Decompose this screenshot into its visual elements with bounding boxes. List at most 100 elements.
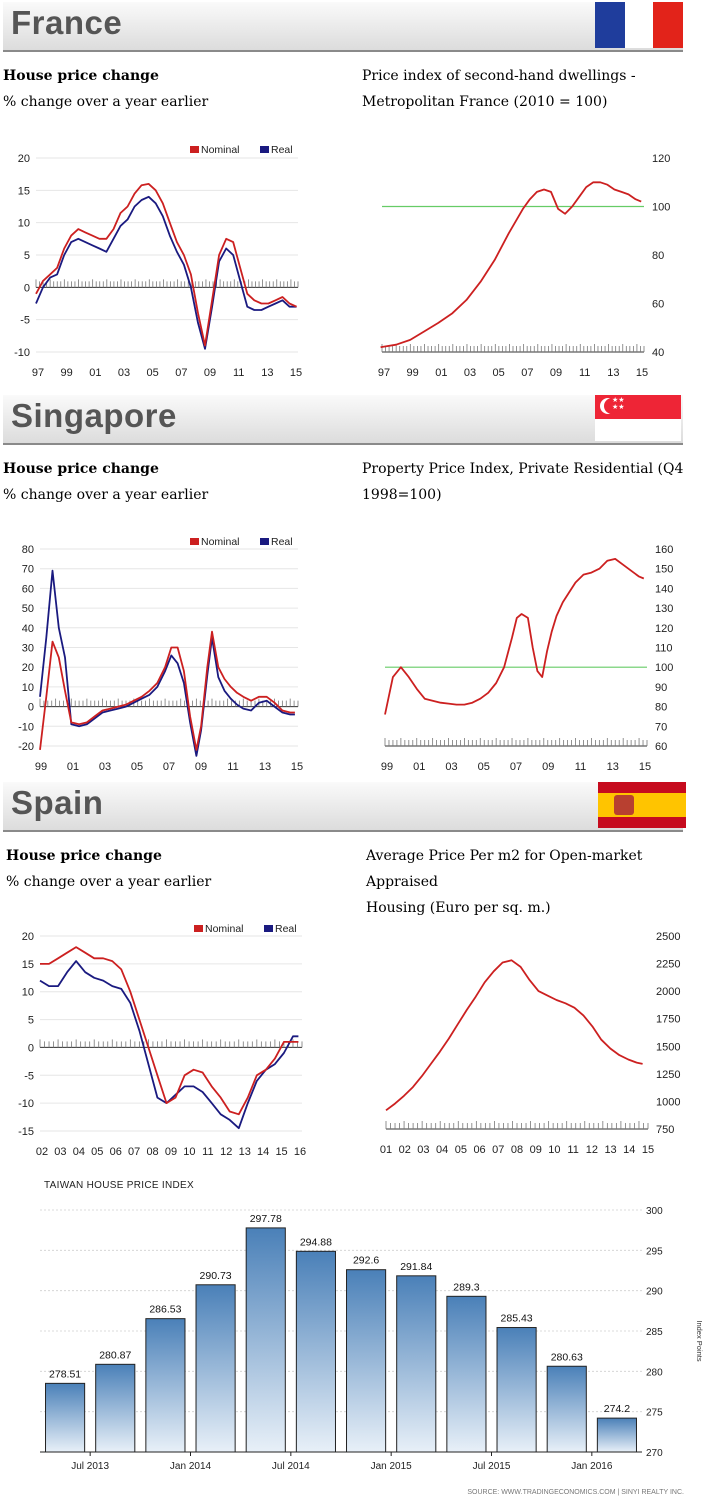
caption-line: Housing (Euro per sq. m.) [366,900,551,916]
x-tick-label: 11 [233,367,244,379]
y-tick-label: -5 [20,315,30,327]
x-tick-label: 10 [183,1146,195,1158]
x-tick-label: 05 [91,1146,103,1158]
bar [145,1318,186,1453]
y-tick-label: 750 [656,1124,674,1136]
y-tick-label: 5 [28,1015,34,1027]
x-tick-label: 10 [548,1144,560,1156]
x-tick-label: 07 [128,1146,140,1158]
x-tick-label: 08 [146,1146,158,1158]
y-tick-label: 2250 [656,959,680,971]
y-tick-label: 1500 [656,1041,680,1053]
bar-value-label: 280.63 [551,1351,583,1363]
bar-value-label: 290.73 [200,1270,232,1282]
x-tick-label: 13 [261,367,273,379]
x-tick-label: 08 [511,1144,523,1156]
x-tick-label: 14 [623,1144,635,1156]
x-tick-label: 09 [542,761,554,773]
x-tick-label: 97 [378,367,390,379]
x-tick-label: 99 [35,761,47,773]
x-tick-label: 04 [436,1144,448,1156]
crescent-cut [604,398,620,414]
legend-swatch [260,146,269,153]
x-tick-label: 16 [294,1146,306,1158]
y-tick-label: 0 [28,702,34,714]
y-tick-label: 90 [655,682,667,694]
x-tick-label: 03 [118,367,130,379]
coat-of-arms-icon [614,795,634,815]
y-tick-label: 1750 [656,1014,680,1026]
flag-stripe [598,817,686,828]
legend-label: Nominal [201,144,240,156]
x-tick-label: Jan 2016 [571,1461,613,1472]
real-series-line [39,960,299,1130]
x-tick-label: 01 [89,367,101,379]
x-tick-label: 09 [204,367,216,379]
bar-value-label: 278.51 [49,1368,81,1380]
bar [295,1250,336,1453]
real-series-line [35,195,297,350]
y-tick-label: 40 [22,623,34,635]
spain-banner: Spain [3,782,686,832]
bar [496,1327,537,1453]
y-tick-label: 10 [18,218,30,230]
caption-title: House price change [6,848,162,864]
y-tick-label: 50 [22,603,34,615]
y-tick-label: 290 [646,1287,663,1298]
bar-value-label: 285.43 [501,1313,533,1325]
y-tick-label: 60 [22,583,34,595]
flag-stripe [595,2,625,48]
bar [446,1295,487,1453]
y-tick-label: 15 [18,185,30,197]
x-tick-label: 03 [99,761,111,773]
y-tick-label: -10 [14,347,30,359]
x-tick-label: Jul 2013 [71,1461,109,1472]
x-tick-label: 03 [54,1146,66,1158]
x-tick-label: 07 [175,367,187,379]
legend-swatch [264,925,273,932]
x-tick-label: Jul 2015 [473,1461,511,1472]
x-tick-label: 12 [220,1146,232,1158]
taiwan-bar-chart: 270 275 280 285 290 295 300 278.51 280.87 286.53 2… [40,1206,704,1472]
caption-subtitle: % change over a year earlier [6,874,212,890]
index-series-line [385,959,643,1112]
y-tick-label: -15 [18,1126,34,1138]
bar [546,1365,587,1453]
x-tick-label: 15 [291,761,303,773]
x-tick-label: 09 [530,1144,542,1156]
y-tick-label: -10 [18,1098,34,1110]
y-tick-label: 300 [646,1206,663,1217]
nominal-series-line [40,946,299,1116]
x-tick-label: 05 [478,761,490,773]
x-tick-label: 15 [290,367,302,379]
country-title: Singapore [11,397,177,434]
y-tick-label: 20 [18,153,30,165]
x-tick-label: 11 [579,367,590,379]
x-tick-label: 12 [586,1144,598,1156]
taiwan-chart-title: TAIWAN HOUSE PRICE INDEX [44,1180,194,1191]
x-tick-label: 03 [417,1144,429,1156]
index-series-line [384,558,645,715]
x-tick-label: 03 [464,367,476,379]
france-index-chart: 40 60 80 100 120 97 99 01 03 05 07 09 11 13 15 [378,153,670,379]
spain-index-chart: 750 1000 1250 1500 1750 2000 2250 2500 01 02 03 04 0… [380,931,681,1156]
caption-title: House price change [3,68,159,84]
y-tick-label: 80 [655,702,667,714]
x-tick-label: 99 [61,367,73,379]
y-tick-label: 70 [655,721,667,733]
x-tick-label: 07 [163,761,175,773]
x-tick-label: 14 [257,1146,269,1158]
country-title: France [11,4,123,41]
y-tick-label: 120 [652,153,670,165]
y-tick-label: 10 [22,682,34,694]
x-tick-label: 15 [636,367,648,379]
spain-right-caption: Average Price Per m2 for Open-market App… [366,843,718,921]
legend-swatch [190,146,199,153]
x-tick-label: 02 [399,1144,411,1156]
y-tick-label: 0 [28,1042,34,1054]
x-tick-label: 01 [413,761,425,773]
spain-flag-icon [598,782,686,828]
flag-stripe [598,782,686,793]
x-tick-label: 99 [407,367,419,379]
